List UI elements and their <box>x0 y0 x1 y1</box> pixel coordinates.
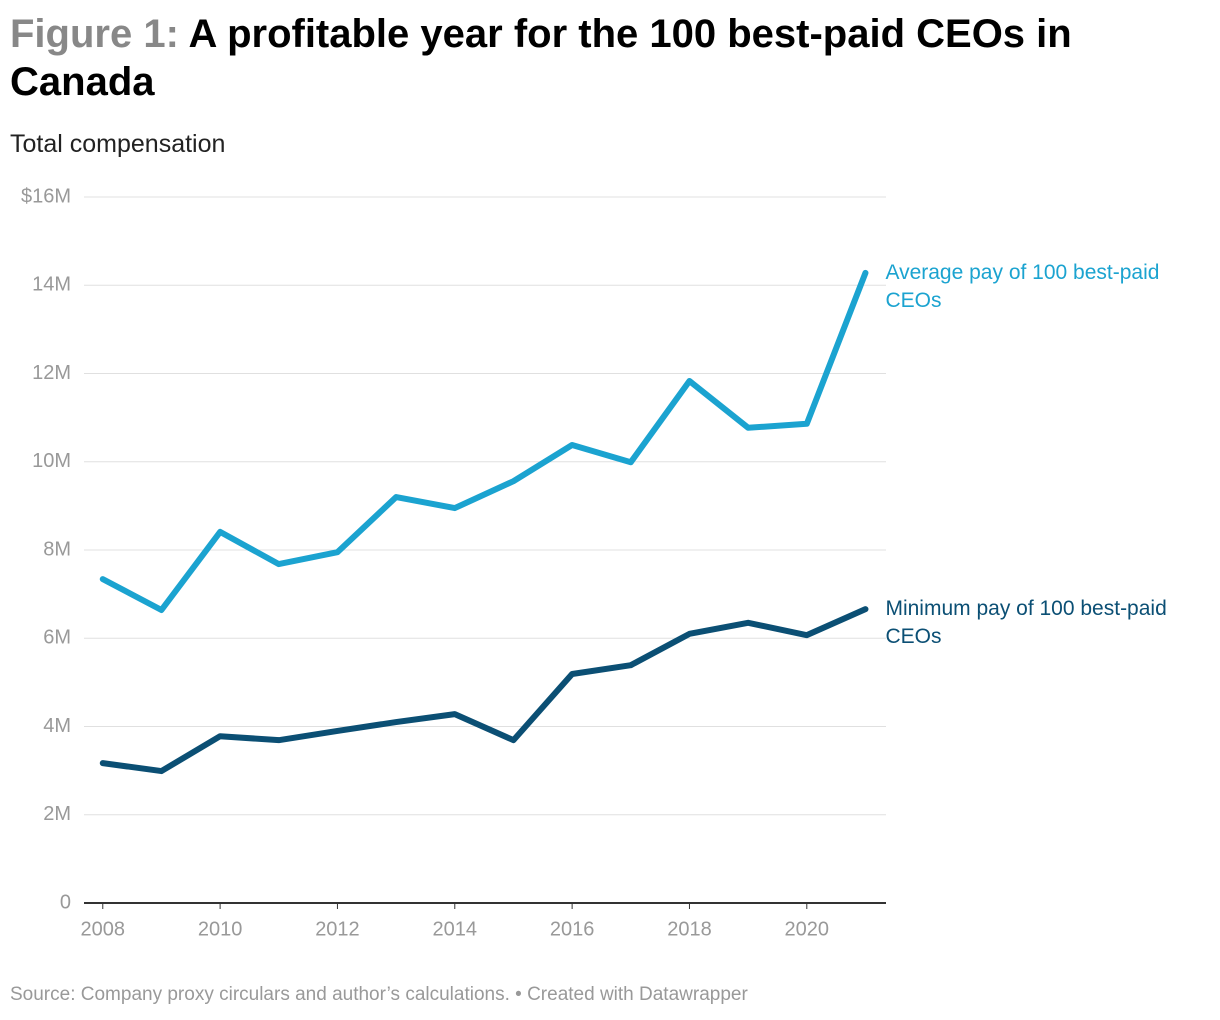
x-tick-label: 2016 <box>550 918 595 940</box>
y-tick-label: 2M <box>43 803 71 825</box>
source: Source: Company proxy circulars and auth… <box>10 984 748 1005</box>
line <box>99 606 869 775</box>
x-tick-label: 2008 <box>81 918 126 940</box>
series-label: Average pay of 100 best-paid CEOs <box>885 260 1160 312</box>
subtitle: Total compensation <box>10 130 226 158</box>
header: Figure 1: A profitable year for the 100 … <box>10 10 1190 106</box>
y-tick-label: 8M <box>43 538 71 560</box>
x-tick-label: 2010 <box>198 918 243 940</box>
y-tick-label: 10M <box>32 450 71 472</box>
y-tick-label: 12M <box>32 362 71 384</box>
line <box>99 269 869 614</box>
figure-label: Figure 1: <box>10 12 179 56</box>
y-tick-label: 6M <box>43 627 71 649</box>
series-label: Minimum pay of 100 best-paid CEOs <box>885 597 1167 649</box>
x-tick-label: 2020 <box>785 918 830 940</box>
chart-title: A profitable year for the 100 best-paid … <box>10 12 1072 104</box>
y-tick-label: 0 <box>60 891 71 913</box>
y-tick-label: 14M <box>32 274 71 296</box>
y-tick-label: $16M <box>21 185 71 207</box>
x-tick-label: 2014 <box>433 918 478 940</box>
y-tick-label: 4M <box>43 715 71 737</box>
x-tick-label: 2018 <box>667 918 712 940</box>
x-tick-label: 2012 <box>315 918 360 940</box>
